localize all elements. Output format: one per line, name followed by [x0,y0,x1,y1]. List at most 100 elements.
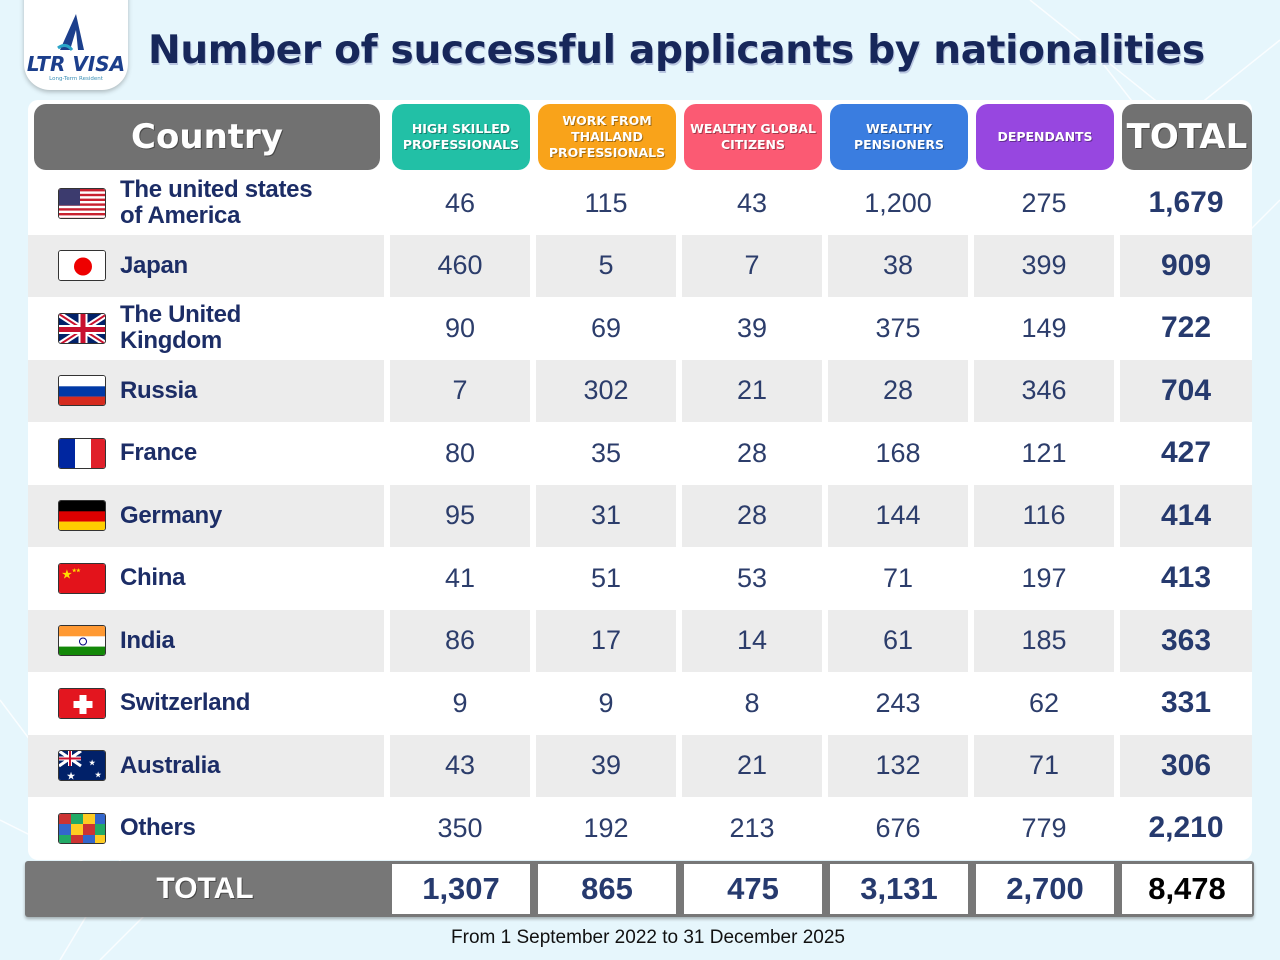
value-cell: 9 [452,687,468,718]
value-cell: 71 [974,734,1114,797]
table-row: Russia 7 302 21 28 346 704 [28,359,1252,422]
value-cell: 7 [390,359,530,422]
value-cell: 35 [590,437,622,468]
country-name: Australia [120,751,221,779]
country-cell: Japan [28,234,384,297]
value-cell: 7 [682,234,822,297]
country-name: Others [120,814,196,842]
country-cell: ★ ★ ★ Australia [28,734,384,797]
value-cell: 39 [736,312,768,343]
country-cell: India [28,609,384,672]
column-header-dependants: DEPENDANTS [976,104,1114,170]
date-range-footnote: From 1 September 2022 to 31 December 202… [451,927,845,948]
value-cell: 31 [536,484,676,547]
country-name: Switzerland [120,689,251,717]
value-cell: 43 [736,187,768,218]
value-cell: 132 [828,734,968,797]
uk-flag [58,312,106,344]
value-cell: 28 [828,359,968,422]
table-row: France 80 35 28 168 121 427 [28,422,1252,485]
svg-text:★★: ★★ [72,568,81,574]
country-name: The United Kingdom [120,301,241,355]
value-cell: 28 [682,484,822,547]
value-cell: 5 [536,234,676,297]
country-name: Japan [120,251,188,279]
column-header-wealthy-global-citizens: WEALTHY GLOBAL CITIZENS [684,104,822,170]
column-header-wealthy-pensioners: WEALTHY PENSIONERS [830,104,968,170]
japan-flag [58,250,106,282]
logo-subtext: Long-Term Resident [49,76,103,82]
value-cell: 28 [736,437,768,468]
page-title: Number of successful applicants by natio… [148,28,1205,73]
table-row: The united states of America 46 115 43 1,200… [28,172,1252,235]
table-row: ★ ★ ★ Australia 43 39 21 132 71 306 [28,734,1252,797]
value-cell: 1,200 [864,187,932,218]
value-cell: 9 [598,687,614,718]
value-cell: 116 [974,484,1114,547]
column-total-value: 865 [538,864,676,914]
value-cell: 375 [875,312,921,343]
column-header-work-from-thailand-professionals: WORK FROM THAILAND PROFESSIONALS [538,104,676,170]
svg-text:★: ★ [67,771,76,781]
us-flag [58,187,106,219]
value-cell: 21 [682,359,822,422]
column-total-value: 3,131 [830,864,968,914]
svg-text:★: ★ [89,759,96,767]
value-cell: 399 [974,234,1114,297]
germany-flag [58,500,106,532]
value-cell: 121 [1021,437,1067,468]
row-total-cell: 722 [1160,311,1212,345]
value-cell: 51 [590,562,622,593]
column-header-total: TOTAL [1122,104,1252,170]
value-cell: 213 [729,812,775,843]
country-cell: Switzerland [28,672,384,735]
value-cell: 39 [536,734,676,797]
value-cell: 144 [828,484,968,547]
ltr-visa-logo: LTR VISA Long-Term Resident [24,0,128,90]
column-total-value: 2,700 [976,864,1114,914]
value-cell: 69 [590,312,622,343]
row-total-cell: 427 [1160,436,1212,470]
svg-text:★: ★ [95,771,102,779]
country-name: The united states of America [120,176,313,230]
logo-text: LTR VISA [26,52,126,76]
table-row: ★ ★★ China 41 51 53 71 197 413 [28,547,1252,610]
value-cell: 346 [974,359,1114,422]
value-cell: 676 [875,812,921,843]
country-cell: France [28,422,384,485]
country-name: France [120,439,197,467]
france-flag [58,437,106,469]
value-cell: 460 [390,234,530,297]
country-cell: Russia [28,359,384,422]
value-cell: 90 [444,312,476,343]
row-total-cell: 306 [1120,734,1252,797]
country-cell: Germany [28,484,384,547]
country-name: India [120,626,175,654]
australia-flag: ★ ★ ★ [58,750,106,782]
value-cell: 14 [682,609,822,672]
value-cell: 21 [682,734,822,797]
country-cell: ★ ★★ China [28,547,384,610]
row-total-cell: 414 [1120,484,1252,547]
column-total-value: 1,307 [392,864,530,914]
row-total-cell: 1,679 [1148,186,1224,220]
china-flag: ★ ★★ [58,562,106,594]
india-flag [58,625,106,657]
table-row: Japan 460 5 7 38 399 909 [28,234,1252,297]
value-cell: 779 [1021,812,1067,843]
value-cell: 275 [1021,187,1067,218]
country-cell: The united states of America [28,172,384,235]
value-cell: 61 [828,609,968,672]
value-cell: 41 [444,562,476,593]
value-cell: 149 [1021,312,1067,343]
value-cell: 46 [444,187,476,218]
value-cell: 95 [390,484,530,547]
row-total-cell: 363 [1120,609,1252,672]
column-header-country: Country [34,104,380,170]
row-total-cell: 413 [1160,561,1212,595]
country-cell: Others [28,797,384,860]
table-row: Switzerland 9 9 8 243 62 331 [28,672,1252,735]
value-cell: 8 [744,687,760,718]
value-cell: 302 [536,359,676,422]
value-cell: 185 [974,609,1114,672]
